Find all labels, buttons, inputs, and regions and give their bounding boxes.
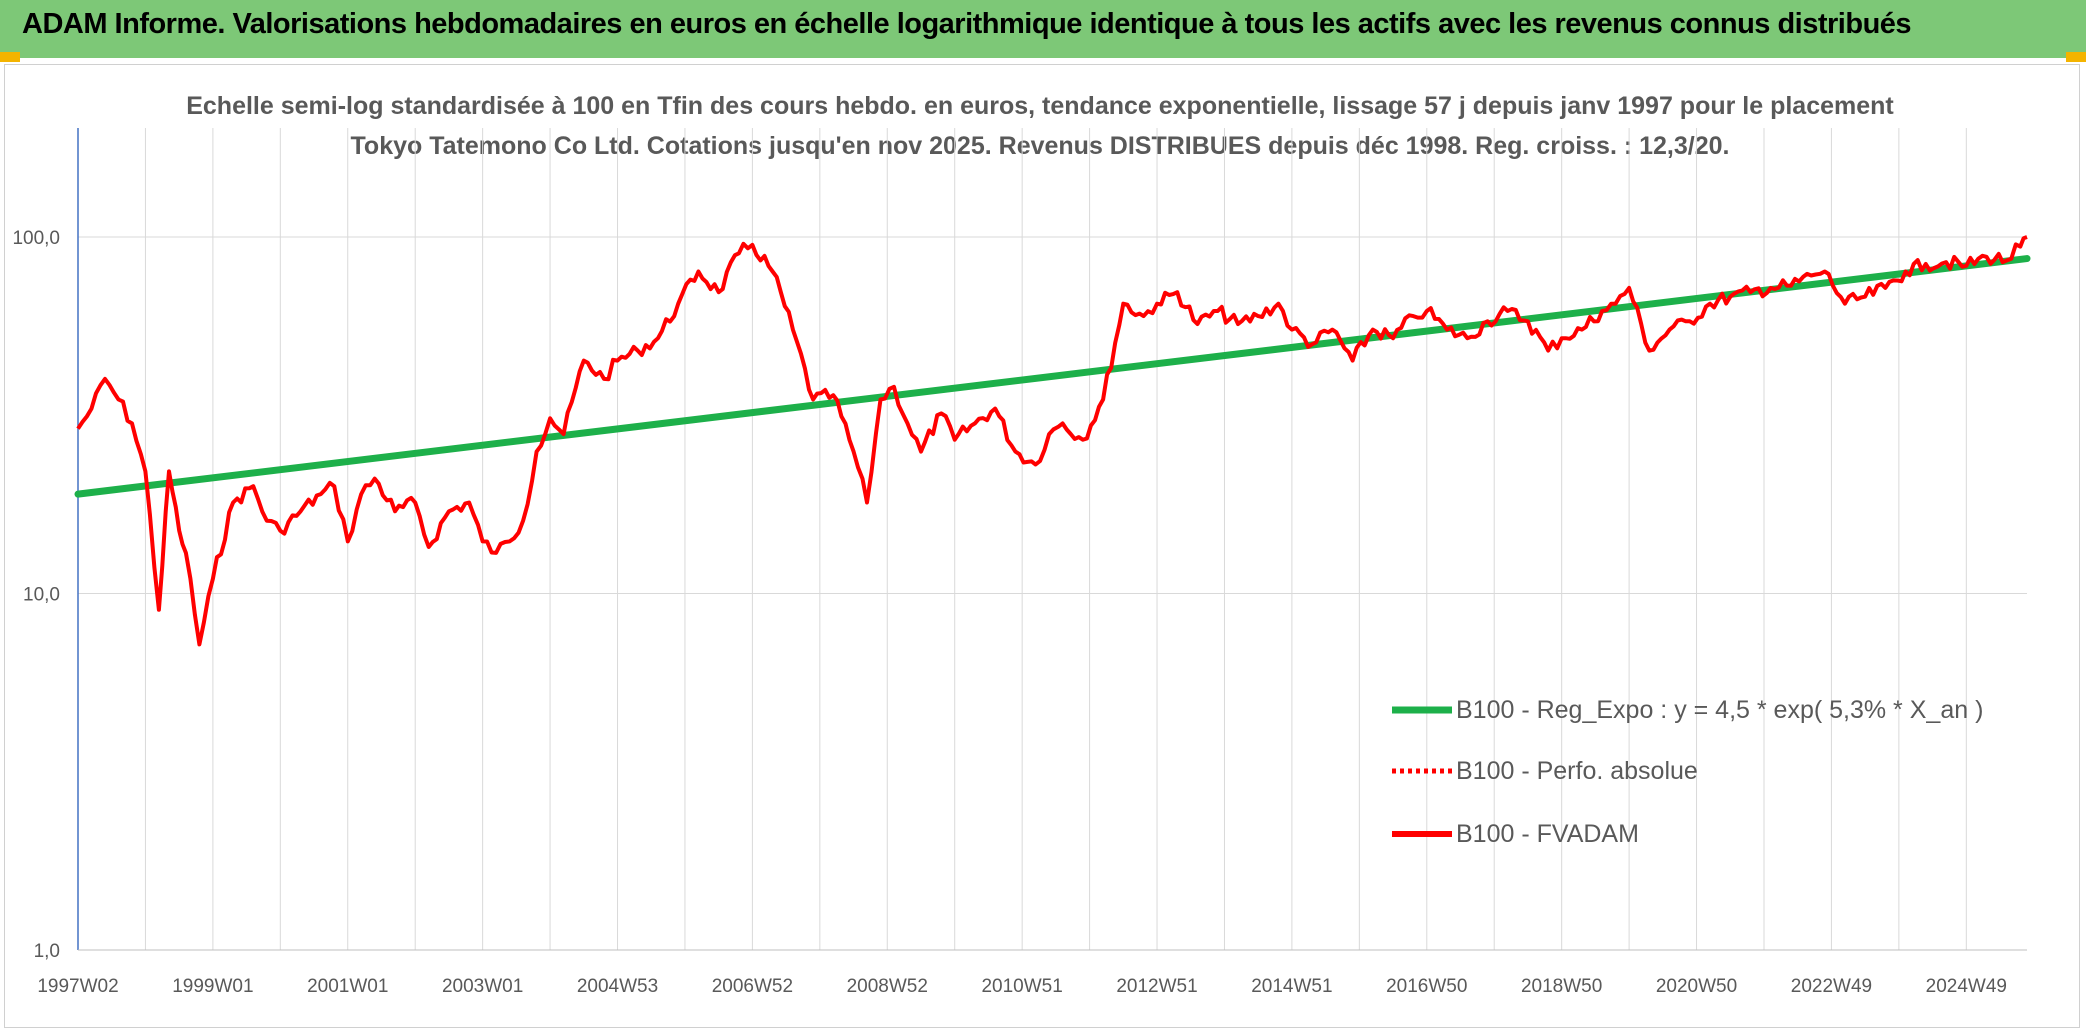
x-tick-label: 2001W01: [307, 976, 388, 997]
corner-marker-left: [0, 52, 20, 62]
x-tick-label: 2008W52: [847, 976, 928, 997]
x-tick-label: 2012W51: [1116, 976, 1197, 997]
corner-marker-right: [2066, 52, 2086, 62]
legend: B100 - Reg_Expo : y = 4,5 * exp( 5,3% * …: [1392, 696, 1983, 848]
plot-lines: [74, 235, 2031, 647]
chart-frame: [4, 64, 2080, 1028]
x-tick-label: 2022W49: [1791, 976, 1872, 997]
x-tick-label: 2010W51: [981, 976, 1062, 997]
legend-label-perfo: B100 - Perfo. absolue: [1456, 757, 1698, 785]
y-tick-label: 1,0: [34, 941, 60, 962]
chart-title: Echelle semi-log standardisée à 100 en T…: [186, 92, 1894, 160]
axes: 1,0 10,0 100,0 1997W02 1999W01 2001W01 2003W01…: [12, 128, 2027, 997]
fvadam-line: [76, 235, 2028, 647]
page-title: ADAM Informe. Valorisations hebdomadaire…: [22, 8, 1912, 40]
x-tick-label: 2014W51: [1251, 976, 1332, 997]
header-bar: ADAM Informe. Valorisations hebdomadaire…: [0, 0, 2086, 58]
x-tick-label: 2016W50: [1386, 976, 1467, 997]
legend-label-regression: B100 - Reg_Expo : y = 4,5 * exp( 5,3% * …: [1456, 696, 1983, 724]
x-tick-label: 2004W53: [577, 976, 658, 997]
y-tick-label: 100,0: [12, 228, 60, 249]
x-tick-label: 1999W01: [172, 976, 253, 997]
grid-lines: [77, 128, 2027, 951]
x-tick-label: 2006W52: [712, 976, 793, 997]
x-tick-label: 2020W50: [1656, 976, 1737, 997]
regression-line: [74, 255, 2031, 498]
x-tick-label: 1997W02: [37, 976, 118, 997]
y-tick-label: 10,0: [23, 585, 60, 606]
x-tick-label: 2024W49: [1926, 976, 2007, 997]
x-tick-label: 2003W01: [442, 976, 523, 997]
legend-label-fvadam: B100 - FVADAM: [1456, 820, 1639, 848]
x-tick-label: 2018W50: [1521, 976, 1602, 997]
